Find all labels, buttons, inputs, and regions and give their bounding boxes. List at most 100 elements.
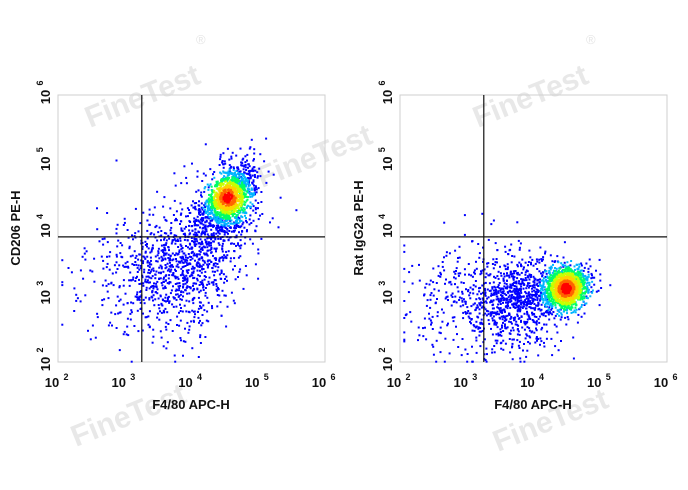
- event-dot: [516, 305, 519, 308]
- event-dot: [439, 332, 442, 335]
- event-dot: [583, 282, 585, 285]
- event-dot: [541, 326, 544, 329]
- event-dot: [130, 309, 133, 312]
- event-dot: [539, 298, 542, 301]
- event-dot: [135, 277, 138, 280]
- event-dot: [168, 259, 171, 262]
- event-dot: [405, 313, 408, 316]
- event-dot: [250, 192, 253, 195]
- event-dot: [504, 245, 507, 248]
- event-dot: [176, 324, 178, 326]
- event-dot: [220, 225, 223, 228]
- plot-frame: [399, 94, 668, 363]
- event-dot: [559, 301, 562, 304]
- event-dot: [502, 301, 504, 304]
- event-dot: [188, 212, 191, 214]
- event-dot: [501, 297, 504, 300]
- event-dot: [215, 285, 218, 288]
- event-dot: [443, 256, 445, 259]
- event-dot: [527, 300, 529, 303]
- event-dot: [213, 213, 216, 216]
- y-tick-exponent: 5: [35, 147, 45, 152]
- event-dot: [586, 279, 589, 282]
- event-dot: [230, 155, 233, 158]
- event-dot: [543, 292, 546, 295]
- watermark-text: FineTest: [488, 383, 613, 459]
- event-dot: [491, 319, 494, 322]
- event-dot: [542, 277, 545, 280]
- event-dot: [580, 289, 583, 292]
- event-dot: [123, 221, 126, 224]
- event-dot: [541, 275, 544, 278]
- event-dot: [185, 182, 188, 185]
- event-dot: [213, 203, 216, 206]
- event-dot: [544, 279, 547, 282]
- event-dot: [193, 217, 196, 220]
- event-dot: [235, 178, 237, 181]
- event-dot: [202, 304, 205, 307]
- event-dot: [548, 272, 551, 275]
- event-dot: [204, 211, 207, 214]
- event-dot: [180, 227, 183, 230]
- event-dot: [177, 278, 180, 280]
- event-dot: [483, 353, 486, 356]
- event-dot: [580, 303, 583, 306]
- event-dot: [543, 341, 545, 344]
- event-dot: [191, 274, 194, 277]
- event-dot: [228, 158, 231, 161]
- event-dot: [202, 283, 204, 286]
- event-dot: [171, 303, 174, 306]
- event-dot: [224, 208, 227, 211]
- event-dot: [204, 233, 207, 236]
- event-dot: [165, 242, 168, 245]
- event-dot: [553, 276, 556, 279]
- event-dot: [495, 323, 498, 326]
- event-dot: [550, 291, 552, 294]
- event-dot: [576, 263, 579, 266]
- event-dot: [207, 235, 210, 238]
- event-dot: [205, 253, 208, 256]
- event-dot: [133, 250, 136, 253]
- event-dot: [547, 293, 550, 296]
- event-dot: [528, 282, 531, 285]
- event-dot: [520, 299, 523, 302]
- event-dot: [479, 321, 482, 324]
- event-dot: [212, 173, 214, 176]
- event-dot: [201, 212, 204, 215]
- event-dot: [175, 260, 178, 263]
- event-dot: [228, 230, 231, 232]
- event-dot: [208, 244, 211, 247]
- event-dot: [438, 331, 441, 334]
- event-dot: [234, 208, 237, 211]
- event-dot: [467, 315, 470, 318]
- event-dot: [165, 266, 168, 269]
- x-tick-label: 10: [45, 375, 59, 390]
- event-dot: [252, 170, 255, 173]
- event-dot: [584, 275, 587, 277]
- event-dot: [173, 354, 176, 357]
- event-dot: [173, 234, 176, 237]
- event-dot: [229, 193, 232, 196]
- event-dot: [234, 201, 237, 204]
- event-dot: [485, 314, 488, 317]
- event-dot: [219, 228, 222, 231]
- event-dot: [154, 226, 157, 229]
- event-dot: [193, 243, 196, 246]
- event-dot: [254, 176, 256, 178]
- event-dot: [149, 251, 152, 254]
- event-dot: [499, 272, 502, 275]
- event-dot: [115, 261, 118, 264]
- event-dot: [492, 299, 495, 302]
- event-dot: [204, 203, 207, 206]
- event-dot: [528, 273, 531, 276]
- event-dot: [456, 333, 458, 336]
- event-dot: [559, 274, 562, 277]
- event-dot: [516, 273, 519, 276]
- event-dot: [144, 251, 147, 254]
- y-tick: 106: [35, 80, 53, 104]
- event-dot: [488, 282, 491, 285]
- event-dot: [213, 176, 216, 179]
- event-dot: [479, 303, 481, 306]
- event-dot: [432, 281, 435, 284]
- event-dot: [202, 219, 205, 222]
